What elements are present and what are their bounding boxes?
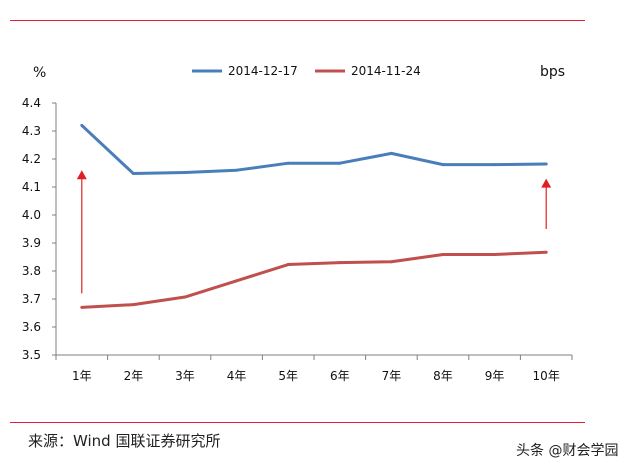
y-tick-label: 3.6 <box>22 320 41 334</box>
y-tick-label: 4.3 <box>22 124 41 138</box>
series-point <box>286 263 290 267</box>
y-tick-label: 3.8 <box>22 264 41 278</box>
watermark: 头条 @财会学园 <box>516 443 619 459</box>
series-point <box>544 250 548 254</box>
x-tick-label: 7年 <box>382 369 402 383</box>
series-point <box>131 303 135 307</box>
x-tick-label: 9年 <box>485 369 505 383</box>
x-tick-label: 6年 <box>330 369 350 383</box>
series-point <box>183 295 187 299</box>
x-tick-label: 8年 <box>433 369 453 383</box>
y-tick-label: 4.2 <box>22 152 41 166</box>
x-tick-label: 3年 <box>175 369 195 383</box>
series-point <box>441 252 445 256</box>
legend-label-0: 2014-12-17 <box>228 64 298 78</box>
series-point <box>80 305 84 309</box>
series-point <box>235 168 239 172</box>
y-tick-label: 4.4 <box>22 96 41 110</box>
legend-label-1: 2014-11-24 <box>351 64 421 78</box>
series-point <box>544 162 548 166</box>
x-tick-label: 2年 <box>124 369 144 383</box>
series-point <box>235 279 239 283</box>
series-point <box>493 163 497 167</box>
header-rule <box>10 20 585 21</box>
y-tick-label: 3.9 <box>22 236 41 250</box>
series-point <box>389 151 393 155</box>
series-point <box>338 161 342 165</box>
annotation-arrow-head <box>76 170 87 180</box>
y-tick-label: 4.1 <box>22 180 41 194</box>
series-point <box>131 172 135 176</box>
series-point <box>389 260 393 264</box>
x-tick-label: 10年 <box>533 369 560 383</box>
series-point <box>493 252 497 256</box>
series-point <box>441 163 445 167</box>
x-tick-label: 1年 <box>72 369 92 383</box>
x-tick-label: 4年 <box>227 369 247 383</box>
series-line-1 <box>81 250 547 309</box>
x-tick-label: 5年 <box>278 369 298 383</box>
series-point <box>183 170 187 174</box>
annotation-arrow-head <box>541 178 552 188</box>
series-point <box>80 123 84 127</box>
series-line-0 <box>80 124 547 176</box>
series-point <box>338 261 342 265</box>
y-tick-label: 3.5 <box>22 348 41 362</box>
y-axis-unit-label: % <box>33 65 46 81</box>
footer-rule <box>10 422 585 423</box>
y-tick-label: 4.0 <box>22 208 41 222</box>
y-tick-label: 3.7 <box>22 292 41 306</box>
source-note: 来源：Wind 国联证券研究所 <box>28 432 221 450</box>
y2-axis-unit-label: bps <box>540 64 565 80</box>
yield-curve-chart: 3.5 3.6 3.7 3.8 3.9 4.0 4.1 4.2 4.3 4.4 1年 2年 3年 4年 5年… <box>22 64 573 383</box>
series-point <box>286 161 290 165</box>
